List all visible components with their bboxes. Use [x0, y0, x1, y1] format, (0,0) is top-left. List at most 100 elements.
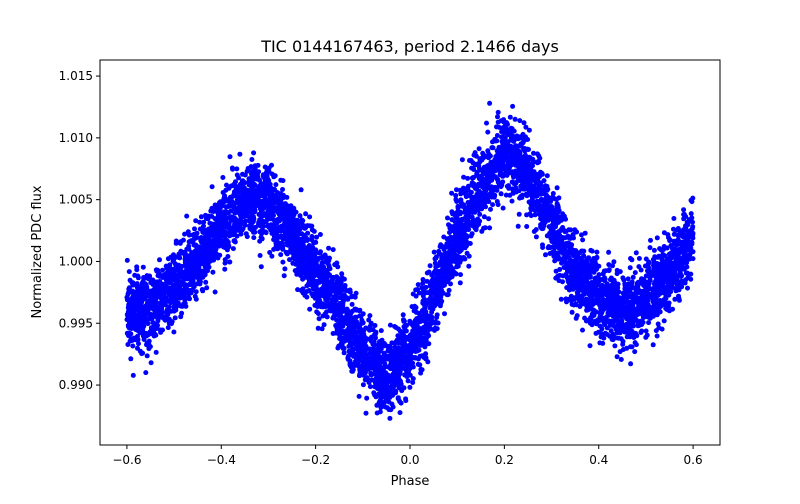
data-point [689, 249, 695, 255]
data-point [580, 327, 585, 333]
data-point [580, 237, 586, 243]
data-point [136, 341, 141, 347]
data-point [515, 223, 521, 229]
data-point [655, 321, 661, 327]
data-point [636, 256, 642, 261]
data-point [222, 266, 228, 272]
data-point [467, 222, 473, 228]
data-point [224, 247, 230, 253]
data-point [266, 165, 272, 171]
data-point [644, 332, 650, 338]
data-point [427, 263, 433, 269]
data-point [249, 157, 255, 162]
data-point [681, 207, 687, 213]
data-point [126, 304, 132, 310]
data-point [317, 232, 323, 237]
data-point [630, 274, 636, 280]
data-point [163, 295, 169, 301]
data-point [611, 311, 617, 317]
data-point [636, 264, 642, 270]
data-point [378, 328, 384, 334]
data-point [544, 187, 550, 193]
data-point [349, 364, 355, 370]
data-point [544, 183, 550, 189]
data-point [363, 410, 369, 416]
data-point [669, 281, 674, 287]
data-point [686, 217, 692, 223]
data-point [576, 255, 582, 261]
data-point [632, 340, 638, 346]
data-point [688, 211, 694, 217]
data-point [251, 235, 257, 241]
data-point [629, 300, 635, 306]
data-point [678, 265, 684, 271]
data-point [642, 308, 647, 314]
data-point [646, 284, 651, 290]
data-point [295, 287, 301, 293]
data-point [523, 155, 529, 160]
data-point [602, 278, 608, 284]
data-point [500, 162, 505, 168]
data-point [476, 182, 482, 188]
data-point [237, 151, 243, 157]
data-point [464, 250, 470, 256]
data-point [454, 187, 459, 193]
data-point [681, 216, 687, 222]
data-point [413, 309, 419, 315]
data-point [250, 214, 256, 220]
data-point [443, 265, 449, 271]
data-point [309, 234, 315, 239]
data-point [272, 234, 278, 240]
data-point [681, 231, 687, 237]
data-point [430, 276, 436, 282]
data-point [632, 349, 638, 355]
data-point [313, 239, 319, 245]
data-point [261, 174, 267, 180]
data-point [654, 235, 660, 241]
data-point [627, 265, 633, 271]
data-point [628, 344, 633, 350]
data-point [690, 195, 696, 201]
data-point [471, 167, 477, 172]
data-point [125, 314, 131, 320]
data-point [317, 250, 323, 256]
data-point [398, 400, 404, 406]
data-point [298, 187, 304, 193]
data-point [192, 226, 197, 232]
data-point [148, 360, 154, 366]
data-point [130, 372, 136, 378]
data-point [393, 339, 399, 345]
data-point [472, 150, 478, 156]
data-point [516, 211, 522, 217]
data-point [646, 320, 652, 326]
data-point [367, 313, 373, 319]
data-point [643, 273, 649, 279]
data-point [685, 285, 690, 291]
data-point [444, 292, 450, 298]
data-point [193, 289, 199, 295]
data-point [466, 263, 472, 269]
data-point [126, 269, 132, 275]
data-point [668, 259, 674, 265]
data-point [410, 380, 416, 385]
data-point [278, 252, 284, 258]
data-point [400, 312, 406, 318]
data-point [300, 224, 306, 230]
data-point [569, 309, 575, 315]
data-point [525, 184, 531, 190]
data-point [625, 276, 631, 282]
data-point [543, 252, 548, 258]
data-point [448, 281, 453, 287]
data-point [500, 205, 506, 211]
data-point [437, 251, 443, 257]
data-point [517, 118, 523, 124]
data-point [452, 217, 458, 223]
data-point [689, 241, 695, 247]
data-point [509, 198, 515, 204]
data-point [579, 248, 585, 254]
data-point [477, 218, 483, 224]
data-point [485, 129, 491, 135]
data-point [507, 192, 513, 198]
data-point [508, 125, 514, 131]
